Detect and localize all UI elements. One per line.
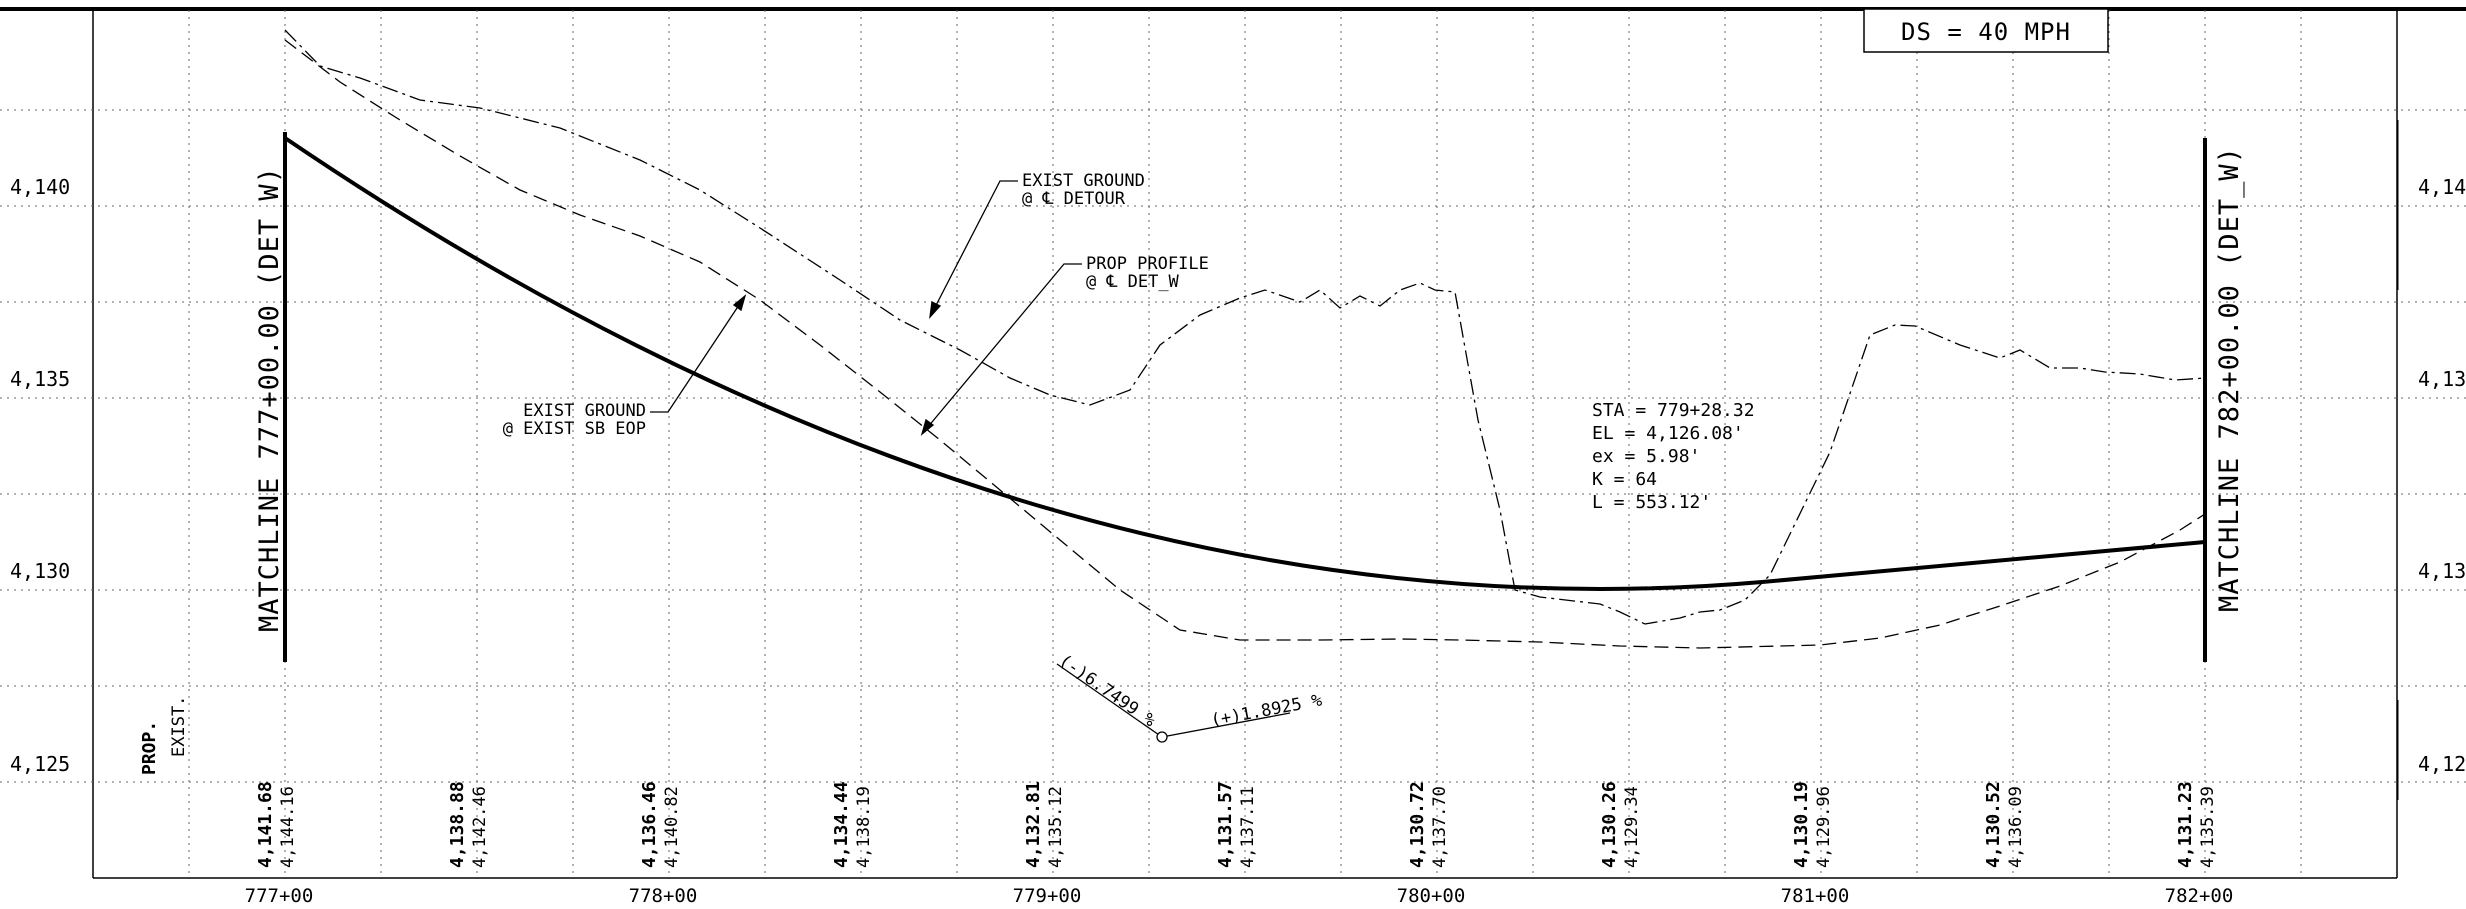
- station-labels: 777+00 778+00 779+00 780+00 781+00 782+0…: [245, 885, 2234, 907]
- callout-exist-ground-detour-sub: @ ℄ DETOUR: [1022, 189, 1126, 209]
- elevation-label: 4,130: [10, 559, 70, 583]
- exist-ground-detour-line: [284, 29, 2206, 625]
- exist-elevation-value: 4,144.16: [278, 786, 298, 868]
- grade-ahead-label: (+)1.8925 %: [1209, 691, 1323, 731]
- grid: [0, 10, 2466, 877]
- grade-back-label: (-)6.7499 %: [1055, 651, 1159, 732]
- prop-elevation-value: 4,130.26: [1599, 781, 1620, 868]
- exist-elevation-value: 4,135.39: [2198, 786, 2218, 868]
- exist-ground-sb-eop-line: [284, 39, 2206, 649]
- prop-elevation-value: 4,134.44: [831, 781, 852, 868]
- prop-elevation-value: 4,130.19: [1791, 781, 1812, 868]
- prop-elevation-value: 4,130.52: [1983, 781, 2004, 868]
- design-speed-box: [1863, 8, 2109, 53]
- prop-elevation-value: 4,131.57: [1215, 781, 1236, 868]
- grade-line-back: [1056, 663, 1163, 738]
- pvi-grade-diagram: (-)6.7499 % (+)1.8925 %: [1055, 651, 1324, 743]
- design-speed-label: DS = 40 MPH: [1901, 18, 2071, 46]
- curve-ex: ex = 5.98': [1592, 446, 1700, 467]
- prop-elevation-value: 4,141.68: [255, 781, 276, 868]
- elevation-labels-right: 4,14 4,13 4,13 4,12: [2418, 175, 2466, 776]
- callout-prop-profile: PROP PROFILE: [1086, 254, 1209, 274]
- curve-sta: STA = 779+28.32: [1592, 400, 1755, 421]
- callout-leaders: [650, 180, 1082, 436]
- exist-elevation-value: 4,137.11: [1238, 786, 1258, 868]
- exist-elevation-value: 4,129.96: [1814, 786, 1834, 868]
- prop-elevation-value: 4,131.23: [2175, 781, 2196, 868]
- station-label: 779+00: [1013, 885, 1082, 907]
- exist-elevation-value: 4,137.70: [1430, 786, 1450, 868]
- leader-prop-profile: [921, 263, 1082, 435]
- curve-k: K = 64: [1592, 469, 1657, 490]
- exist-elevation-value: 4,129.34: [1622, 786, 1642, 868]
- station-label: 778+00: [629, 885, 698, 907]
- curve-l: L = 553.12': [1592, 492, 1711, 513]
- grade-line-ahead: [1161, 712, 1291, 738]
- row-label-prop: PROP.: [139, 721, 160, 775]
- pvi-point: [1156, 731, 1168, 743]
- elevation-label: 4,135: [10, 367, 70, 391]
- curve-data-block: STA = 779+28.32 EL = 4,126.08' ex = 5.98…: [1592, 400, 1755, 513]
- row-label-exist: EXIST.: [169, 696, 189, 757]
- elevation-label: 4,14: [2418, 175, 2466, 199]
- prop-elevation-value: 4,138.88: [447, 781, 468, 868]
- station-label: 780+00: [1397, 885, 1466, 907]
- leader-sb-eop-arrow: [732, 294, 747, 312]
- leader-detour-arrow: [929, 301, 942, 319]
- prop-elevation-value: 4,130.72: [1407, 781, 1428, 868]
- elevation-labels-left: 4,140 4,135 4,130 4,125: [10, 175, 70, 776]
- prop-profile-line: [283, 136, 2206, 591]
- exist-elevation-value: 4,138.19: [854, 786, 874, 868]
- leader-detour: [929, 180, 1018, 318]
- elevation-label: 4,12: [2418, 752, 2466, 776]
- elevation-label: 4,13: [2418, 559, 2466, 583]
- leader-prop-profile-arrow: [920, 418, 935, 436]
- prop-elevation-value: 4,132.81: [1023, 781, 1044, 868]
- curve-el: EL = 4,126.08': [1592, 423, 1744, 444]
- matchline-right-label: MATCHLINE 782+00.00 (DET_W): [2214, 146, 2245, 612]
- prop-elevation-value: 4,136.46: [639, 781, 660, 868]
- elevation-label: 4,13: [2418, 367, 2466, 391]
- elevation-label: 4,140: [10, 175, 70, 199]
- matchline-left-label: MATCHLINE 777+00.00 (DET_W): [254, 166, 285, 632]
- exist-elevation-value: 4,140.82: [662, 786, 682, 868]
- elevation-label: 4,125: [10, 752, 70, 776]
- exist-elevation-value: 4,136.09: [2006, 786, 2026, 868]
- station-label: 781+00: [1781, 885, 1850, 907]
- callout-exist-ground-detour: EXIST GROUND: [1022, 171, 1145, 191]
- elevation-table: 4,141.68 4,144.16 4,138.88 4,142.46 4,136.46…: [255, 781, 2218, 868]
- callout-exist-ground-sb-sub: @ EXIST SB EOP: [503, 419, 646, 439]
- exist-elevation-value: 4,135.12: [1046, 786, 1066, 868]
- callout-exist-ground-sb: EXIST GROUND: [523, 401, 646, 421]
- callout-prop-profile-sub: @ ℄ DET_W: [1086, 272, 1180, 292]
- station-label: 777+00: [245, 885, 314, 907]
- station-label: 782+00: [2165, 885, 2234, 907]
- exist-elevation-value: 4,142.46: [470, 786, 490, 868]
- leader-sb-eop: [650, 295, 746, 413]
